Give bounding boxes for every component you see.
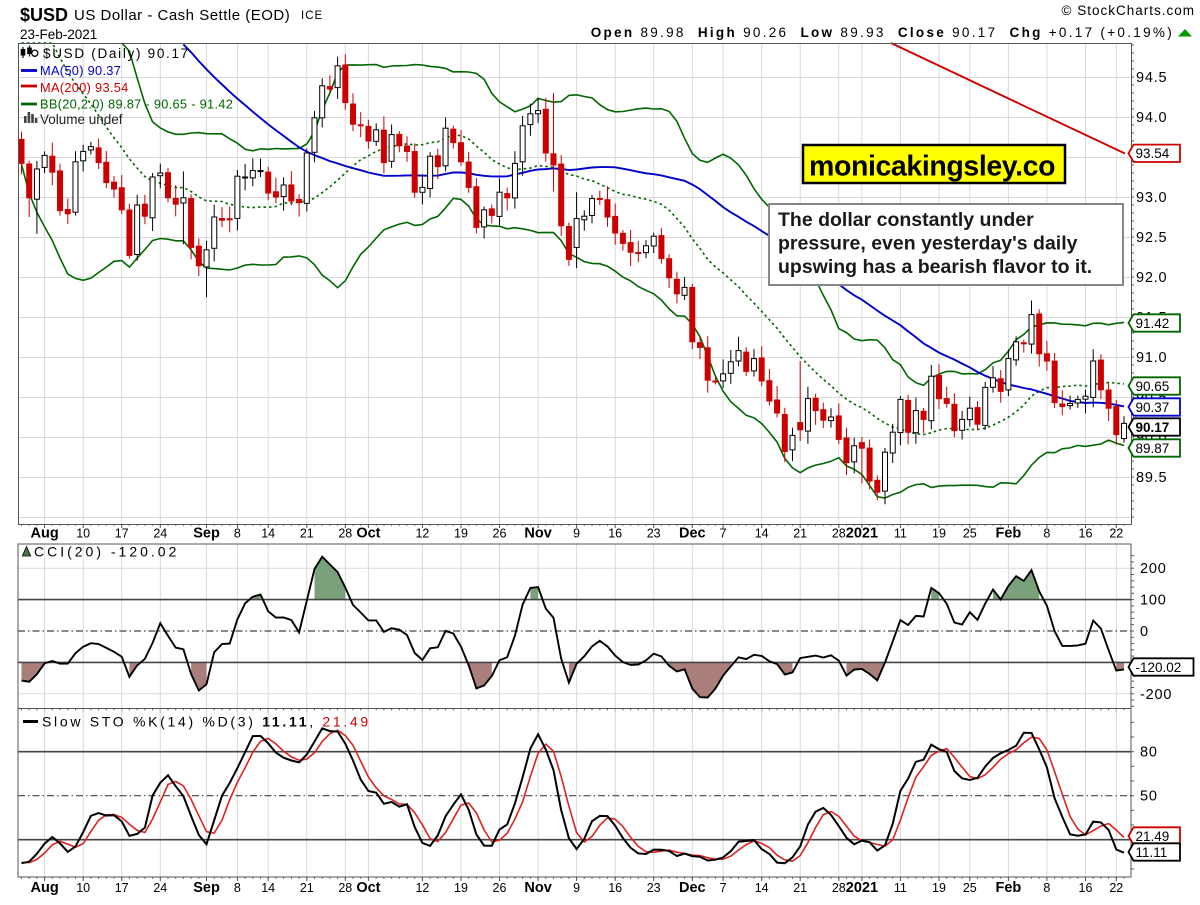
svg-text:28: 28 bbox=[832, 881, 846, 895]
svg-text:19: 19 bbox=[454, 527, 468, 541]
svg-text:9: 9 bbox=[573, 881, 580, 895]
svg-text:Volume undef: Volume undef bbox=[40, 112, 123, 127]
svg-text:21: 21 bbox=[300, 881, 314, 895]
svg-text:Dec: Dec bbox=[679, 526, 706, 542]
svg-text:2021: 2021 bbox=[846, 526, 878, 542]
svg-text:$USD: $USD bbox=[20, 5, 68, 25]
svg-text:monicakingsley.co: monicakingsley.co bbox=[809, 151, 1055, 183]
svg-text:Feb: Feb bbox=[996, 526, 1022, 542]
svg-text:100: 100 bbox=[1140, 593, 1167, 609]
svg-text:pressure, even yesterday's dai: pressure, even yesterday's daily bbox=[778, 233, 1078, 255]
svg-text:Nov: Nov bbox=[524, 880, 551, 896]
svg-text:11: 11 bbox=[894, 527, 907, 541]
svg-text:10: 10 bbox=[76, 527, 90, 541]
svg-text:MA(200) 93.54: MA(200) 93.54 bbox=[40, 80, 129, 95]
svg-text:89.87: 89.87 bbox=[1136, 441, 1170, 456]
svg-text:24: 24 bbox=[153, 881, 167, 895]
svg-text:8: 8 bbox=[234, 881, 241, 895]
svg-text:The dollar constantly under: The dollar constantly under bbox=[778, 209, 1034, 231]
svg-text:Slow STO %K(14) %D(3) 11.11, 2: Slow STO %K(14) %D(3) 11.11, 21.49 bbox=[42, 714, 371, 730]
svg-text:12: 12 bbox=[415, 881, 429, 895]
svg-text:ICE: ICE bbox=[301, 10, 323, 22]
svg-text:16: 16 bbox=[608, 881, 622, 895]
svg-text:Open 89.98 High 90.26 Low 89: Open 89.98 High 90.26 Low 89.93 Close 90… bbox=[591, 25, 1174, 40]
svg-text:Sep: Sep bbox=[193, 526, 220, 542]
svg-text:25: 25 bbox=[963, 527, 977, 541]
svg-text:26: 26 bbox=[493, 881, 507, 895]
svg-text:Aug: Aug bbox=[31, 880, 59, 896]
svg-text:23-Feb-2021: 23-Feb-2021 bbox=[20, 27, 97, 42]
svg-text:21: 21 bbox=[300, 527, 314, 541]
svg-text:US Dollar - Cash Settle (EOD): US Dollar - Cash Settle (EOD) bbox=[74, 7, 290, 24]
svg-text:19: 19 bbox=[932, 881, 946, 895]
svg-text:12: 12 bbox=[415, 527, 429, 541]
svg-text:Feb: Feb bbox=[996, 880, 1022, 896]
svg-text:24: 24 bbox=[153, 527, 167, 541]
svg-text:CCI(20) -120.02: CCI(20) -120.02 bbox=[34, 544, 179, 560]
svg-text:Dec: Dec bbox=[679, 880, 706, 896]
svg-text:2021: 2021 bbox=[846, 880, 878, 896]
svg-text:19: 19 bbox=[932, 527, 946, 541]
svg-text:Nov: Nov bbox=[524, 526, 551, 542]
svg-text:Oct: Oct bbox=[356, 526, 380, 542]
svg-text:-200: -200 bbox=[1140, 687, 1172, 703]
svg-text:Oct: Oct bbox=[356, 880, 380, 896]
svg-text:21: 21 bbox=[793, 881, 807, 895]
svg-text:19: 19 bbox=[454, 881, 468, 895]
svg-text:11.11: 11.11 bbox=[1136, 845, 1168, 860]
svg-text:89.5: 89.5 bbox=[1136, 470, 1167, 486]
svg-text:80: 80 bbox=[1140, 745, 1158, 761]
svg-text:0: 0 bbox=[1140, 624, 1149, 640]
svg-text:Aug: Aug bbox=[31, 526, 59, 542]
svg-text:$USD (Daily) 90.17: $USD (Daily) 90.17 bbox=[43, 46, 190, 61]
svg-text:14: 14 bbox=[755, 881, 769, 895]
svg-text:28: 28 bbox=[338, 527, 352, 541]
svg-text:200: 200 bbox=[1140, 561, 1167, 577]
svg-text:11: 11 bbox=[894, 881, 907, 895]
svg-text:92.0: 92.0 bbox=[1136, 270, 1167, 286]
svg-text:28: 28 bbox=[832, 527, 846, 541]
svg-text:90.37: 90.37 bbox=[1136, 400, 1170, 415]
svg-text:23: 23 bbox=[647, 527, 661, 541]
svg-text:Sep: Sep bbox=[193, 880, 220, 896]
svg-text:14: 14 bbox=[261, 881, 275, 895]
svg-text:92.5: 92.5 bbox=[1136, 230, 1167, 246]
svg-text:17: 17 bbox=[115, 527, 129, 541]
svg-text:BB(20,2.0) 89.87 - 90.65 - 91.: BB(20,2.0) 89.87 - 90.65 - 91.42 bbox=[40, 97, 233, 112]
svg-text:upswing has a bearish flavor t: upswing has a bearish flavor to it. bbox=[778, 256, 1092, 278]
svg-text:7: 7 bbox=[720, 527, 727, 541]
svg-text:8: 8 bbox=[234, 527, 241, 541]
svg-text:16: 16 bbox=[1079, 527, 1093, 541]
svg-text:91.42: 91.42 bbox=[1136, 316, 1170, 331]
svg-text:16: 16 bbox=[1079, 881, 1093, 895]
svg-text:28: 28 bbox=[338, 881, 352, 895]
svg-text:9: 9 bbox=[573, 527, 580, 541]
svg-text:21.49: 21.49 bbox=[1136, 829, 1170, 844]
svg-text:50: 50 bbox=[1140, 789, 1158, 805]
svg-text:16: 16 bbox=[608, 527, 622, 541]
svg-text:10: 10 bbox=[76, 881, 90, 895]
svg-text:90.17: 90.17 bbox=[1136, 420, 1170, 435]
svg-text:90.65: 90.65 bbox=[1136, 379, 1170, 394]
svg-text:25: 25 bbox=[963, 881, 977, 895]
svg-text:17: 17 bbox=[115, 881, 129, 895]
svg-text:8: 8 bbox=[1043, 881, 1050, 895]
svg-text:14: 14 bbox=[755, 527, 769, 541]
svg-text:93.0: 93.0 bbox=[1136, 190, 1167, 206]
svg-text:94.0: 94.0 bbox=[1136, 110, 1167, 126]
svg-text:© StockCharts.com: © StockCharts.com bbox=[1062, 3, 1195, 18]
svg-text:94.5: 94.5 bbox=[1136, 70, 1167, 86]
svg-text:22: 22 bbox=[1109, 527, 1123, 541]
svg-text:8: 8 bbox=[1043, 527, 1050, 541]
svg-text:23: 23 bbox=[647, 881, 661, 895]
svg-text:22: 22 bbox=[1109, 881, 1123, 895]
svg-text:7: 7 bbox=[720, 881, 727, 895]
svg-text:21: 21 bbox=[793, 527, 807, 541]
svg-text:14: 14 bbox=[261, 527, 275, 541]
svg-text:93.54: 93.54 bbox=[1136, 146, 1170, 161]
svg-text:-120.02: -120.02 bbox=[1136, 660, 1182, 675]
svg-text:91.0: 91.0 bbox=[1136, 350, 1167, 366]
svg-text:26: 26 bbox=[493, 527, 507, 541]
svg-text:MA(50) 90.37: MA(50) 90.37 bbox=[40, 63, 121, 78]
